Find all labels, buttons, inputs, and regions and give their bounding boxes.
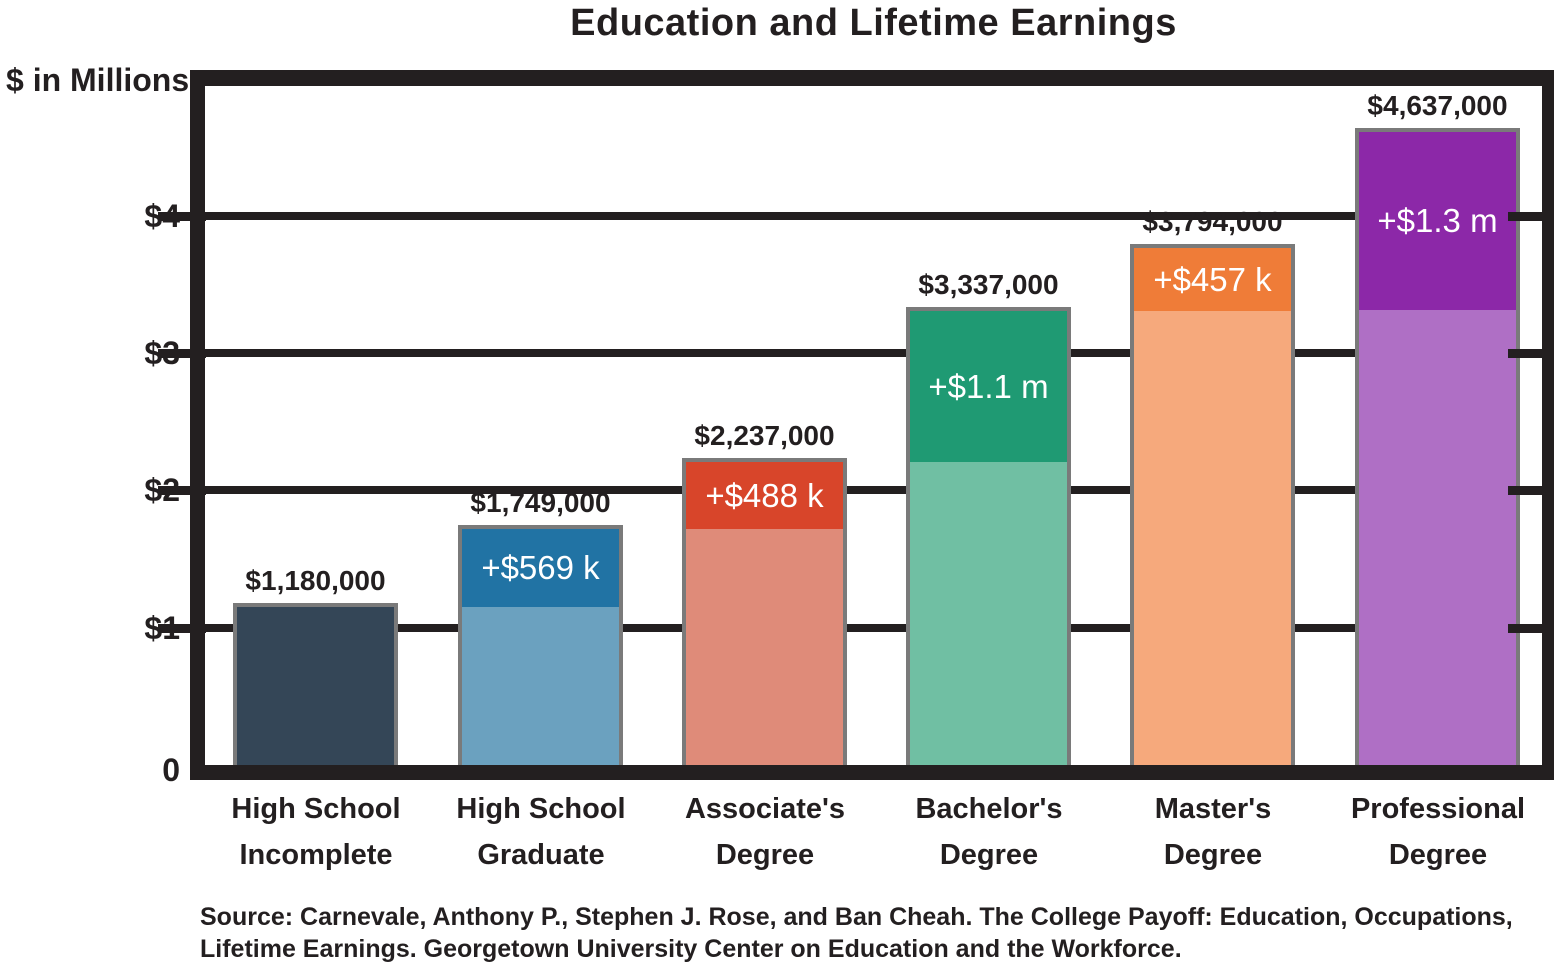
x-label-line: Degree xyxy=(939,839,1039,871)
bar-high-school-graduate: $1,749,000 +$569 k xyxy=(458,487,623,765)
bar-rect xyxy=(233,603,398,765)
x-label-line: Graduate xyxy=(477,839,605,871)
x-label-line: Incomplete xyxy=(239,839,393,871)
gridline-2m xyxy=(205,486,1542,494)
gridline-3m xyxy=(205,349,1542,357)
source-citation: Source: Carnevale, Anthony P., Stephen J… xyxy=(200,903,1513,963)
bar-increment-segment: +$457 k xyxy=(1134,248,1291,311)
bar-value-label: $2,237,000 xyxy=(694,420,835,451)
y-axis-tick-right xyxy=(1508,486,1554,495)
x-label-masters-degree: Master's Degree xyxy=(1083,786,1343,878)
bar-associates-degree: $2,237,000 +$488 k xyxy=(682,420,847,765)
x-label-high-school-graduate: High School Graduate xyxy=(411,786,671,878)
bar-increment-segment: +$569 k xyxy=(462,529,619,607)
x-label-line: High School xyxy=(456,793,626,825)
bar-rect: +$1.3 m xyxy=(1355,128,1520,765)
bar-value-label: $1,749,000 xyxy=(470,487,611,518)
bar-masters-degree: $3,794,000 +$457 k xyxy=(1130,206,1295,765)
gridline-4m xyxy=(205,212,1542,220)
chart-title: Education and Lifetime Earnings xyxy=(570,2,1177,44)
increment-label: +$1.3 m xyxy=(1377,202,1498,239)
bar-rect: +$569 k xyxy=(458,525,623,765)
x-label-line: Degree xyxy=(1163,839,1263,871)
bar-value-label: $3,337,000 xyxy=(918,269,1059,300)
x-label-bachelors-degree: Bachelor's Degree xyxy=(859,786,1119,878)
y-axis-tick xyxy=(158,624,206,633)
y-axis-title: $ in Millions xyxy=(6,62,190,98)
bar-increment-segment: +$1.1 m xyxy=(910,311,1067,462)
bar-rect: +$457 k xyxy=(1130,244,1295,765)
bar-value-label: $4,637,000 xyxy=(1367,90,1508,121)
increment-label: +$457 k xyxy=(1153,260,1272,298)
y-axis-tick xyxy=(158,212,206,221)
increment-label: +$1.1 m xyxy=(928,367,1049,405)
y-axis-tick xyxy=(158,486,206,495)
x-label-line: Bachelor's xyxy=(915,793,1063,825)
bar-value-label: $1,180,000 xyxy=(245,565,386,596)
bar-base-segment xyxy=(1359,310,1516,765)
y-axis-tick-right xyxy=(1508,349,1554,358)
x-label-associates-degree: Associate's Degree xyxy=(635,786,895,878)
x-label-high-school-incomplete: High School Incomplete xyxy=(186,786,446,878)
x-label-professional-degree: Professional Degree xyxy=(1308,786,1554,878)
bar-professional-degree: $4,637,000 +$1.3 m xyxy=(1355,90,1520,765)
bar-high-school-incomplete: $1,180,000 xyxy=(233,565,398,765)
increment-label: +$569 k xyxy=(481,549,600,586)
x-label-line: High School xyxy=(231,793,401,825)
plot-area: $1,180,000 $1,749,000 +$569 k $2,237,000… xyxy=(205,86,1542,765)
y-axis-tick-right xyxy=(1508,624,1554,633)
bar-base-segment xyxy=(686,529,843,765)
increment-label: +$488 k xyxy=(705,476,824,514)
bar-base-segment xyxy=(237,607,394,765)
bar-rect: +$488 k xyxy=(682,458,847,765)
x-label-line: Associate's xyxy=(684,793,846,825)
gridline-1m xyxy=(205,624,1542,632)
y-axis-tick-right xyxy=(1508,212,1554,221)
x-label-line: Degree xyxy=(715,839,815,871)
bar-rect: +$1.1 m xyxy=(906,307,1071,765)
y-tick-label-0: 0 xyxy=(162,752,180,788)
bar-increment-segment: +$488 k xyxy=(686,462,843,529)
y-axis-tick xyxy=(158,349,206,358)
bar-base-segment xyxy=(910,462,1067,765)
bar-increment-segment: +$1.3 m xyxy=(1359,132,1516,310)
bar-base-segment xyxy=(462,607,619,765)
bar-value-label: $3,794,000 xyxy=(1142,206,1283,237)
x-label-line: Master's xyxy=(1154,793,1272,825)
bar-base-segment xyxy=(1134,311,1291,765)
bar-bachelors-degree: $3,337,000 +$1.1 m xyxy=(906,269,1071,765)
plot-frame xyxy=(190,70,1554,780)
x-label-line: Professional xyxy=(1350,793,1526,825)
x-label-line: Degree xyxy=(1388,839,1488,871)
